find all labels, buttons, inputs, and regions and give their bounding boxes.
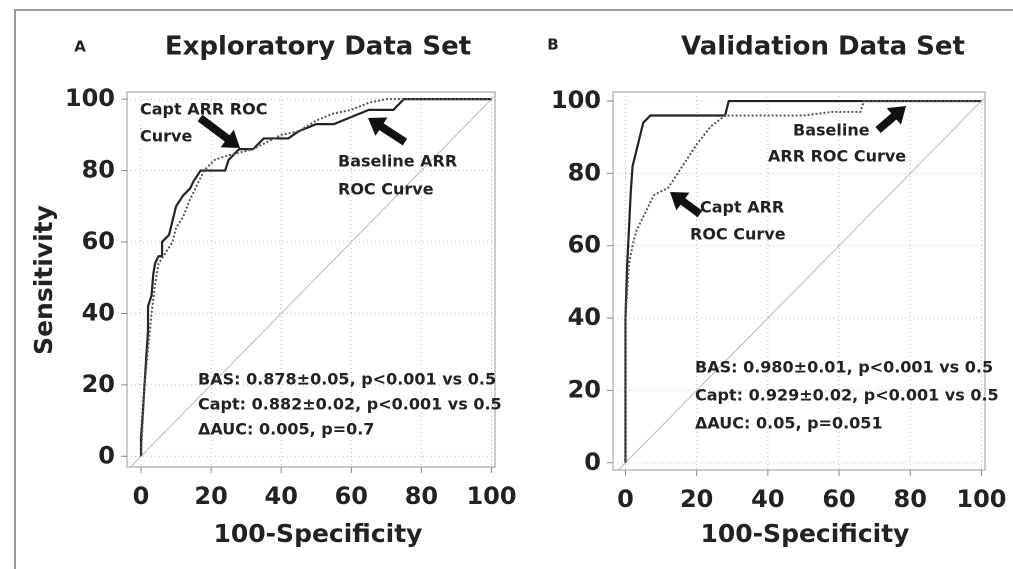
y-tick-label: 0 <box>584 448 601 476</box>
reference-diagonal <box>130 95 496 468</box>
x-tick-label: 60 <box>822 485 855 513</box>
x-axis-label: 100-Specificity <box>701 519 910 548</box>
x-tick-label: 40 <box>265 482 298 510</box>
x-tick-label: 20 <box>194 482 227 510</box>
roc-curve <box>624 100 982 463</box>
stats-text: ΔAUC: 0.005, p=0.7 <box>198 420 374 439</box>
y-tick-label: 40 <box>568 303 601 331</box>
annotation: Curve <box>140 127 192 146</box>
annotation: Capt ARR <box>700 198 784 217</box>
y-tick-label: 20 <box>82 370 115 398</box>
x-tick-label: 60 <box>335 482 368 510</box>
x-tick-label: 80 <box>405 482 438 510</box>
annotation: ROC Curve <box>338 180 434 199</box>
annotation-arrow <box>368 117 408 146</box>
stats-text: BAS: 0.878±0.05, p<0.001 vs 0.5 <box>198 370 496 389</box>
y-tick-label: 0 <box>98 441 115 469</box>
annotation-arrow <box>875 106 906 134</box>
stats-text: BAS: 0.980±0.01, p<0.001 vs 0.5 <box>695 358 993 377</box>
y-tick-label: 20 <box>568 375 601 403</box>
annotation: ARR ROC Curve <box>768 147 906 166</box>
x-tick-label: 20 <box>680 485 713 513</box>
frame <box>14 9 1013 569</box>
stats-text: Capt: 0.929±0.02, p<0.001 vs 0.5 <box>695 386 999 405</box>
y-tick-label: 80 <box>82 156 115 184</box>
annotation-arrow <box>670 192 703 218</box>
stats-text: Capt: 0.882±0.02, p<0.001 vs 0.5 <box>198 395 502 414</box>
y-tick-label: 80 <box>568 158 601 186</box>
y-axis-label: Sensitivity <box>29 205 58 355</box>
annotation: ROC Curve <box>690 225 786 244</box>
annotation: Capt ARR ROC <box>140 100 267 119</box>
chart-title: Exploratory Data Set <box>165 32 471 62</box>
annotation-arrow <box>197 114 240 148</box>
annotation: Baseline <box>793 121 870 140</box>
y-tick-label: 100 <box>65 84 115 112</box>
plot-frame <box>612 91 986 471</box>
plot-frame <box>126 91 496 468</box>
x-tick-label: 0 <box>617 485 634 513</box>
x-tick-label: 100 <box>466 482 516 510</box>
stats-text: ΔAUC: 0.05, p=0.051 <box>695 414 883 433</box>
y-tick-label: 60 <box>568 231 601 259</box>
y-tick-label: 40 <box>82 298 115 326</box>
y-tick-label: 60 <box>82 227 115 255</box>
roc-curve <box>140 98 492 457</box>
x-axis-label: 100-Specificity <box>214 519 423 548</box>
chart-title: Validation Data Set <box>681 32 965 62</box>
roc-curve <box>624 99 982 463</box>
roc-curve <box>139 98 492 457</box>
x-tick-label: 0 <box>133 482 150 510</box>
x-tick-label: 40 <box>751 485 784 513</box>
x-tick-label: 100 <box>956 485 1006 513</box>
reference-diagonal <box>617 97 986 471</box>
y-tick-label: 100 <box>551 86 601 114</box>
annotation: Baseline ARR <box>338 152 457 171</box>
panel-label: B <box>547 36 558 54</box>
x-tick-label: 80 <box>894 485 927 513</box>
panel-label: A <box>74 38 86 56</box>
